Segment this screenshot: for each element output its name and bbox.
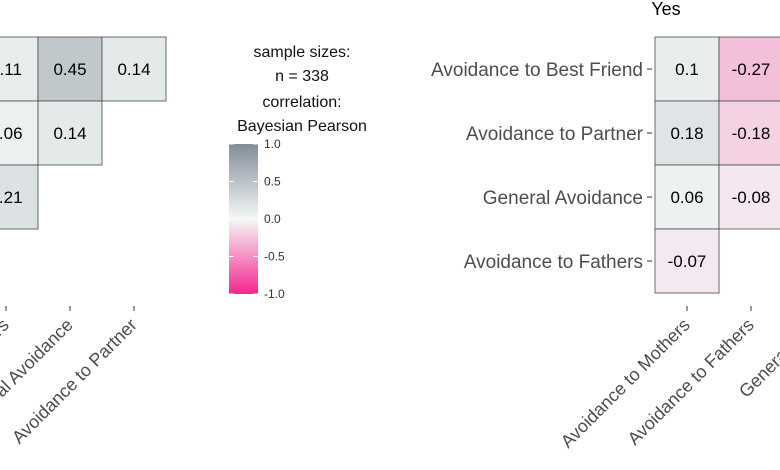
legend-line-method: Bayesian Pearson (237, 118, 367, 135)
cell-value-label: 0.06 (0, 124, 23, 143)
heatmap-cell (0, 36, 39, 102)
legend-line-sample-sizes: sample sizes: (254, 44, 351, 61)
cell-value-label: -0.08 (732, 188, 771, 207)
heatmap-cell (654, 100, 720, 166)
row-label: Avoidance to Best Friend (431, 60, 643, 81)
colorbar-tick-label: 0.0 (264, 212, 281, 226)
cell-value-label: 0.1 (675, 60, 699, 79)
heatmap-cell (0, 164, 39, 230)
cell-value-label: 0.18 (670, 124, 703, 143)
heatmap-cell (718, 100, 780, 166)
row-label: Avoidance to Fathers (464, 252, 643, 273)
col-label: Avoidance to Fathers (624, 315, 758, 449)
cell-value-label: 0.45 (53, 60, 86, 79)
col-label: Avoidance to Partner (8, 315, 141, 448)
heatmap-cell (654, 36, 720, 102)
cell-value-label: 0.14 (117, 60, 150, 79)
legend-line-correlation: correlation: (262, 94, 341, 111)
cell-value-label: 0.11 (0, 60, 22, 79)
colorbar: 1.0 0.5 0.0 -0.5 -1.0 (229, 137, 285, 301)
right-panel-title: Yes (651, 0, 680, 19)
heatmap-cell (37, 36, 103, 102)
heatmap-cell (37, 100, 103, 166)
cell-value-label: 0.14 (53, 124, 86, 143)
legend-line-n: n = 338 (275, 68, 329, 85)
row-label: Avoidance to Partner (466, 124, 644, 145)
colorbar-tick-label: -1.0 (264, 287, 285, 301)
right-panel: 0.1 -0.27 0.18 -0.18 0.06 -0.08 -0.07 Avoidance… (431, 36, 780, 452)
cell-value-label: -0.27 (732, 60, 771, 79)
legend: sample sizes: n = 338 correlation: Bayes… (229, 44, 367, 301)
heatmap-cell (718, 36, 780, 102)
col-label: thers (0, 315, 13, 357)
cell-value-label: -0.07 (668, 252, 707, 271)
colorbar-tick-label: 0.5 (264, 175, 281, 189)
cell-value-label: 0.06 (670, 188, 703, 207)
row-label: General Avoidance (483, 188, 643, 209)
cell-value-label: -0.18 (732, 124, 771, 143)
heatmap-cell (718, 164, 780, 230)
colorbar-tick-label: 1.0 (264, 137, 281, 151)
heatmap-cell (654, 228, 720, 294)
cell-value-label: 0.21 (0, 188, 23, 207)
heatmap-cell (101, 36, 167, 102)
colorbar-tick-label: -0.5 (264, 250, 285, 264)
col-label: Avoidance to Mothers (557, 315, 694, 452)
